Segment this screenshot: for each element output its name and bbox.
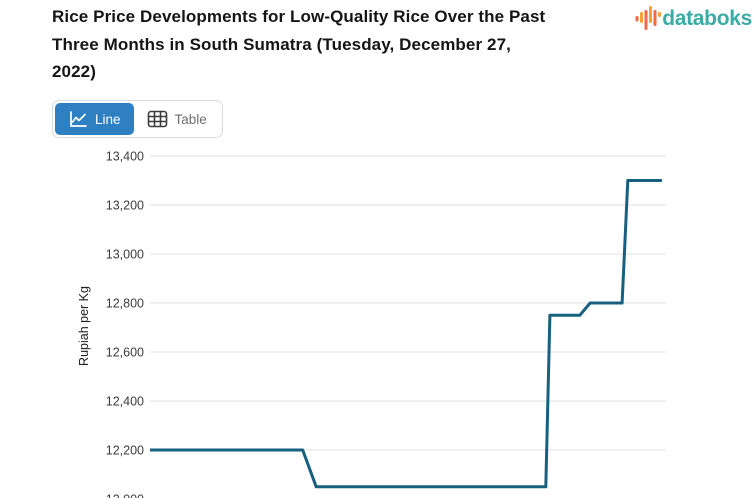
y-tick-label: 12,600 — [106, 346, 144, 360]
y-tick-label: 13,200 — [106, 199, 144, 213]
databoks-logo[interactable]: databoks — [635, 5, 752, 33]
y-tick-label: 13,000 — [106, 248, 144, 262]
y-axis-label: Rupiah per Kg — [77, 286, 91, 366]
view-toggle: Line Table — [52, 100, 223, 138]
line-view-button[interactable]: Line — [55, 103, 134, 135]
y-tick-label: 12,200 — [106, 444, 144, 458]
line-view-label: Line — [95, 111, 121, 127]
y-tick-label: 12,800 — [106, 297, 144, 311]
gridlines — [150, 155, 666, 451]
view-toggle-group: Line Table — [52, 100, 223, 138]
y-tick-label: 13,400 — [106, 150, 144, 164]
price-series-line — [150, 179, 662, 489]
table-icon — [147, 110, 167, 128]
databoks-logo-text: databoks — [662, 7, 752, 30]
y-tick-label: 12,400 — [106, 395, 144, 409]
table-view-button[interactable]: Table — [133, 103, 220, 135]
table-view-label: Table — [174, 111, 207, 127]
line-chart-icon — [70, 110, 87, 127]
y-tick-label: 12,000 — [106, 493, 144, 498]
y-tick-labels: 13,400 13,200 13,000 12,800 12,600 12,400 12,2… — [106, 150, 144, 498]
databoks-logo-icon — [635, 6, 662, 30]
chart-title: Rice Price Developments for Low-Quality … — [52, 7, 546, 81]
